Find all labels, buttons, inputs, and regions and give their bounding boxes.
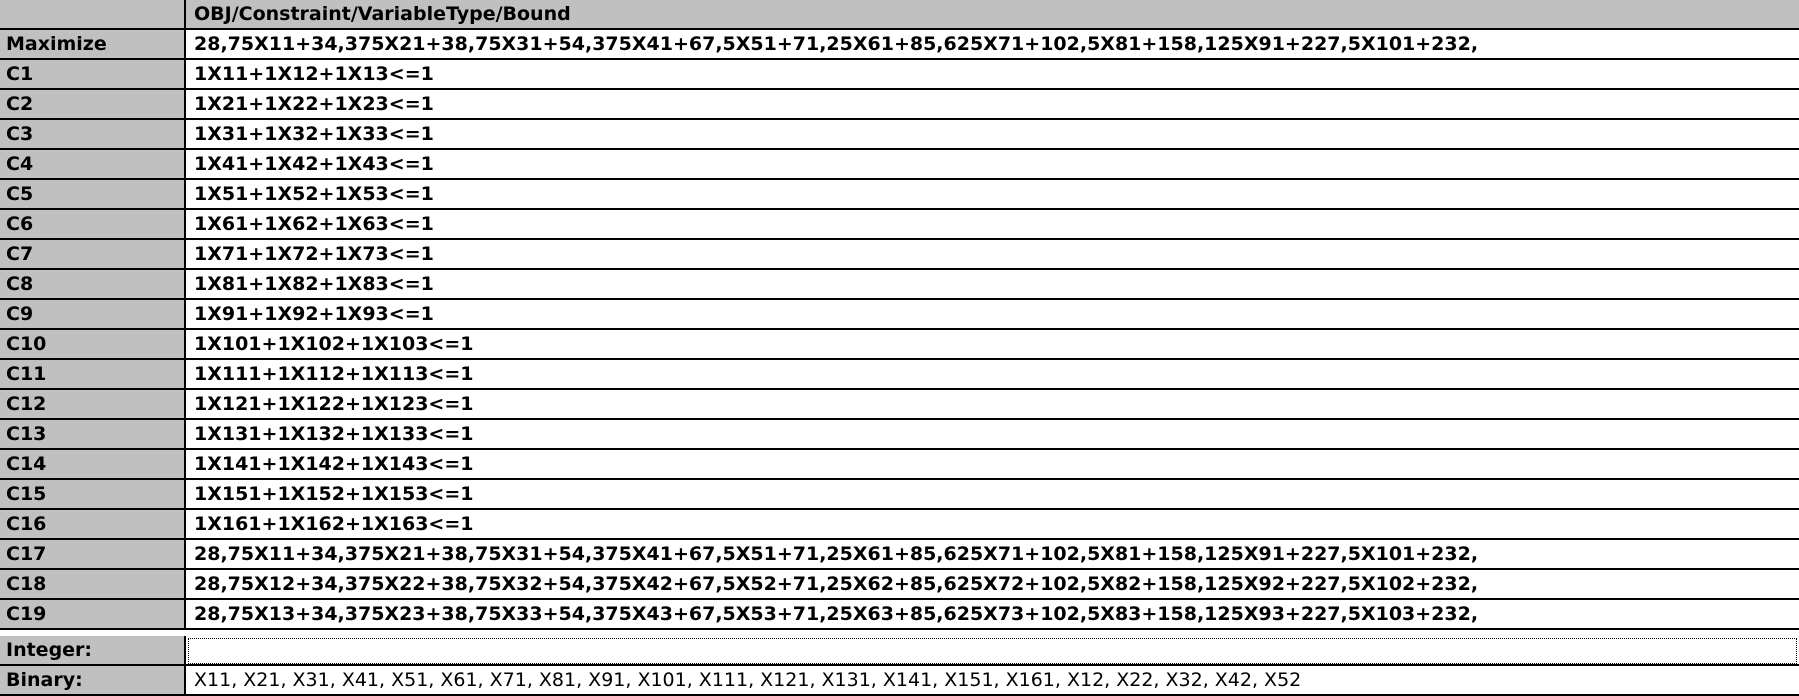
table-row: C8 1X81+1X82+1X83<=1 [0,270,1799,300]
constraint-cell[interactable]: 1X81+1X82+1X83<=1 [186,270,1799,300]
table-row: C17 28,75X11+34,375X21+38,75X31+54,375X4… [0,540,1799,570]
table-row-maximize: Maximize 28,75X11+34,375X21+38,75X31+54,… [0,30,1799,60]
row-header[interactable]: C10 [0,330,186,360]
constraint-cell[interactable]: 1X51+1X52+1X53<=1 [186,180,1799,210]
table-row: C10 1X101+1X102+1X103<=1 [0,330,1799,360]
integer-variables-cell[interactable] [186,636,1799,666]
constraint-cell[interactable]: 1X101+1X102+1X103<=1 [186,330,1799,360]
constraint-cell[interactable]: 1X161+1X162+1X163<=1 [186,510,1799,540]
constraint-cell[interactable]: 1X131+1X132+1X133<=1 [186,420,1799,450]
table-row: C2 1X21+1X22+1X23<=1 [0,90,1799,120]
row-header[interactable]: C4 [0,150,186,180]
row-header[interactable]: C5 [0,180,186,210]
table-row-binary: Binary: X11, X21, X31, X41, X51, X61, X7… [0,666,1799,696]
row-header[interactable]: C8 [0,270,186,300]
grid-header-row: OBJ/Constraint/VariableType/Bound [0,0,1799,30]
constraint-cell[interactable]: 28,75X11+34,375X21+38,75X31+54,375X41+67… [186,540,1799,570]
table-row: C18 28,75X12+34,375X22+38,75X32+54,375X4… [0,570,1799,600]
table-row: C19 28,75X13+34,375X23+38,75X33+54,375X4… [0,600,1799,630]
corner-cell [0,0,186,30]
row-header-maximize[interactable]: Maximize [0,30,186,60]
table-row: C11 1X111+1X112+1X113<=1 [0,360,1799,390]
row-header[interactable]: C19 [0,600,186,630]
row-header[interactable]: C1 [0,60,186,90]
table-row: C6 1X61+1X62+1X63<=1 [0,210,1799,240]
table-row: C14 1X141+1X142+1X143<=1 [0,450,1799,480]
row-header[interactable]: C11 [0,360,186,390]
row-header-integer[interactable]: Integer: [0,636,186,666]
objective-cell[interactable]: 28,75X11+34,375X21+38,75X31+54,375X41+67… [186,30,1799,60]
row-header[interactable]: C6 [0,210,186,240]
row-header[interactable]: C16 [0,510,186,540]
table-row: C9 1X91+1X92+1X93<=1 [0,300,1799,330]
constraint-cell[interactable]: 1X111+1X112+1X113<=1 [186,360,1799,390]
constraint-cell[interactable]: 1X151+1X152+1X153<=1 [186,480,1799,510]
row-header[interactable]: C15 [0,480,186,510]
table-row: C3 1X31+1X32+1X33<=1 [0,120,1799,150]
column-header[interactable]: OBJ/Constraint/VariableType/Bound [186,0,1799,30]
table-row: C12 1X121+1X122+1X123<=1 [0,390,1799,420]
constraint-cell[interactable]: 28,75X12+34,375X22+38,75X32+54,375X42+67… [186,570,1799,600]
row-header-binary[interactable]: Binary: [0,666,186,696]
table-row: C13 1X131+1X132+1X133<=1 [0,420,1799,450]
row-header[interactable]: C12 [0,390,186,420]
table-row: C1 1X11+1X12+1X13<=1 [0,60,1799,90]
constraint-cell[interactable]: 1X91+1X92+1X93<=1 [186,300,1799,330]
row-header[interactable]: C18 [0,570,186,600]
row-header[interactable]: C7 [0,240,186,270]
binary-variables-cell[interactable]: X11, X21, X31, X41, X51, X61, X71, X81, … [186,666,1799,696]
table-row: C7 1X71+1X72+1X73<=1 [0,240,1799,270]
row-header[interactable]: C13 [0,420,186,450]
constraint-cell[interactable]: 1X31+1X32+1X33<=1 [186,120,1799,150]
table-row: C16 1X161+1X162+1X163<=1 [0,510,1799,540]
row-header[interactable]: C2 [0,90,186,120]
table-row: C15 1X151+1X152+1X153<=1 [0,480,1799,510]
constraint-cell[interactable]: 1X41+1X42+1X43<=1 [186,150,1799,180]
table-row: C4 1X41+1X42+1X43<=1 [0,150,1799,180]
constraint-cell[interactable]: 1X61+1X62+1X63<=1 [186,210,1799,240]
constraint-cell[interactable]: 1X121+1X122+1X123<=1 [186,390,1799,420]
constraint-cell[interactable]: 1X21+1X22+1X23<=1 [186,90,1799,120]
constraint-cell[interactable]: 1X71+1X72+1X73<=1 [186,240,1799,270]
table-row-integer: Integer: [0,636,1799,666]
constraint-cell[interactable]: 28,75X13+34,375X23+38,75X33+54,375X43+67… [186,600,1799,630]
row-header[interactable]: C9 [0,300,186,330]
constraint-cell[interactable]: 1X11+1X12+1X13<=1 [186,60,1799,90]
row-header[interactable]: C14 [0,450,186,480]
row-header[interactable]: C3 [0,120,186,150]
row-header[interactable]: C17 [0,540,186,570]
table-row: C5 1X51+1X52+1X53<=1 [0,180,1799,210]
constraint-cell[interactable]: 1X141+1X142+1X143<=1 [186,450,1799,480]
